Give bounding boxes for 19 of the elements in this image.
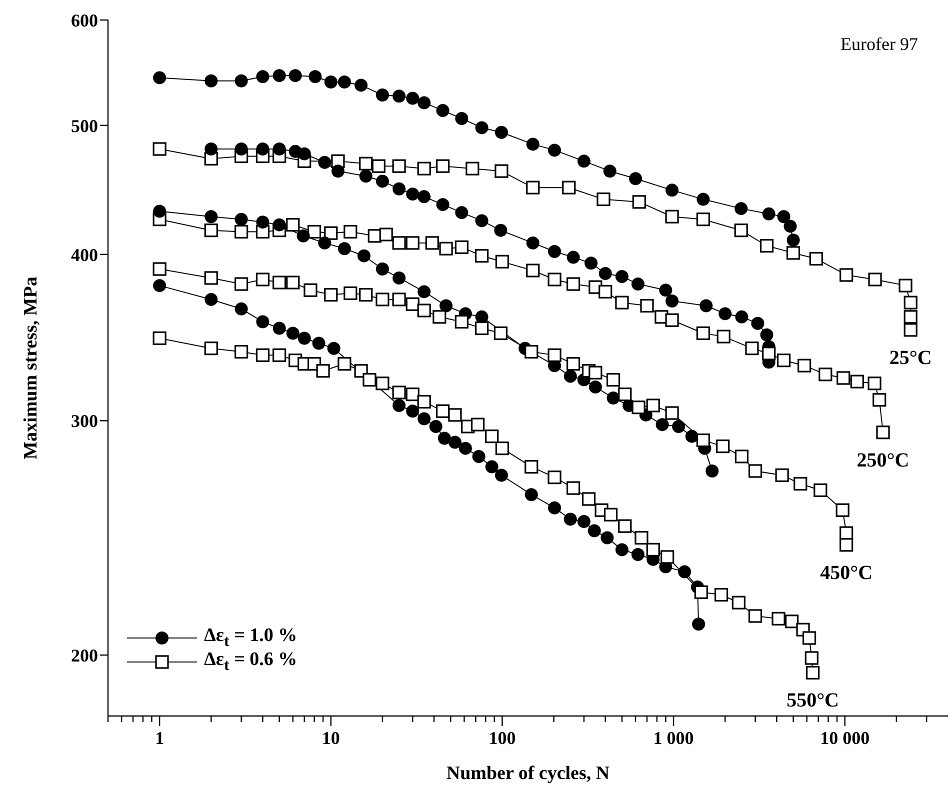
y-axis-title: Maximum stress, MPa <box>20 276 42 460</box>
legend-label: Δε$_{t}$ = 0.6 % <box>204 649 298 675</box>
annotation: 550°C <box>786 690 840 712</box>
y-tick-label: 600 <box>71 10 98 30</box>
y-tick-label: 400 <box>71 244 98 265</box>
x-tick-label: 100 <box>488 728 516 748</box>
x-axis-title: Number of cycles, N <box>446 763 610 784</box>
y-tick-label: 300 <box>71 411 98 432</box>
annotation: 250°C <box>856 449 910 472</box>
x-tick-label: 10 <box>322 728 340 748</box>
legend-label: Δε$_{t}$ = 1.0 % <box>204 625 298 651</box>
annotation: Eurofer 97 <box>840 34 918 55</box>
x-tick-label: 10 000 <box>820 728 870 748</box>
x-tick-label: 1 <box>155 728 164 748</box>
annotation: 25°C <box>889 346 932 369</box>
y-tick-label: 500 <box>71 116 98 136</box>
y-tick-label: 200 <box>71 645 98 666</box>
x-tick-label: 1 000 <box>653 728 694 748</box>
annotation: 450°C <box>820 562 873 584</box>
